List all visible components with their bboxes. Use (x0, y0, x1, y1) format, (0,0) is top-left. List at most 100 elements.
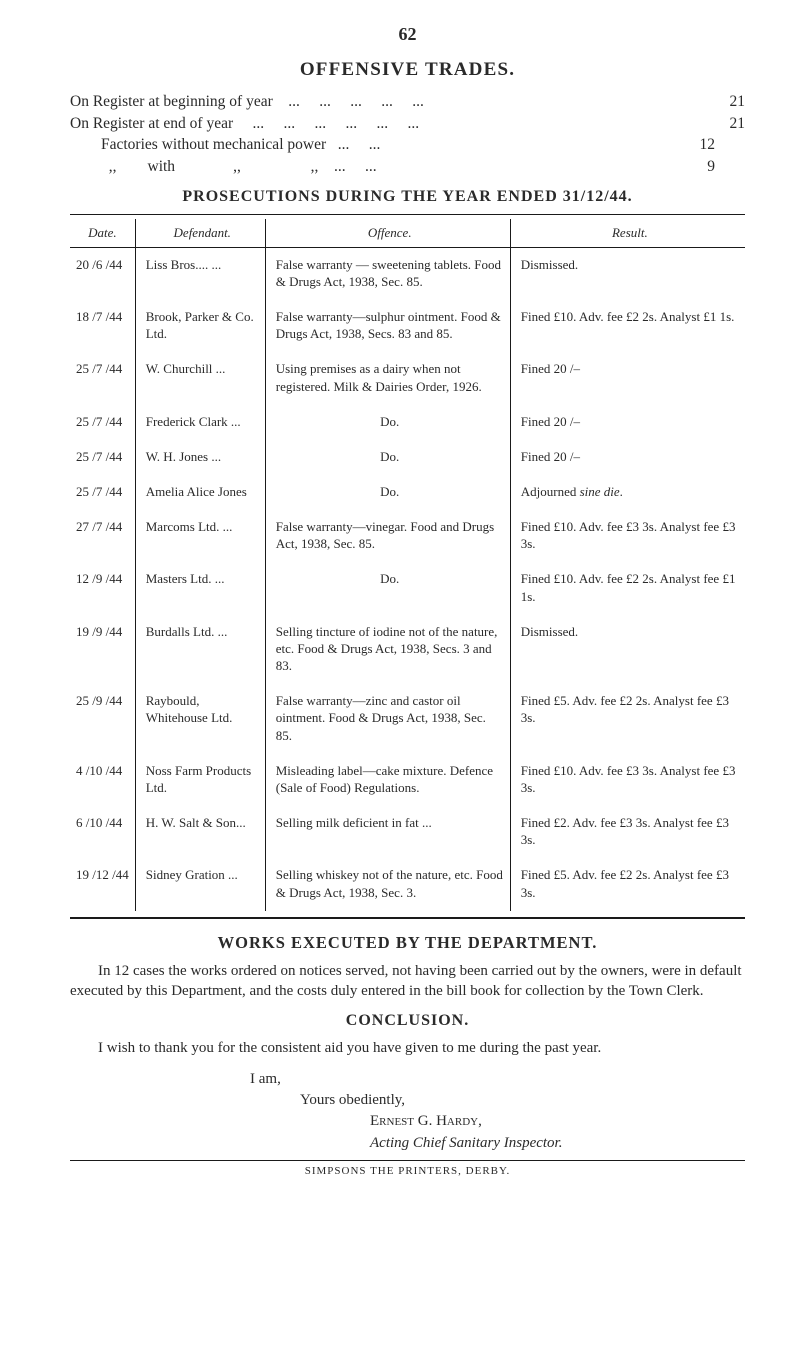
table-row: 27 /7 /44Marcoms Ltd. ...False warranty—… (70, 510, 745, 562)
table-row: 20 /6 /44Liss Bros.... ...False warranty… (70, 247, 745, 300)
register-row: Factories without mechanical power ... .… (70, 134, 745, 156)
header-defendant: Defendant. (135, 219, 265, 248)
cell-result: Fined £5. Adv. fee £2 2s. Analyst fee £3… (510, 684, 745, 753)
table-row: 18 /7 /44Brook, Parker & Co. Ltd.False w… (70, 300, 745, 352)
cell-result: Fined £10. Adv. fee £2 2s. Analyst fee £… (510, 562, 745, 614)
cell-defendant: Raybould, Whitehouse Ltd. (135, 684, 265, 753)
register-dots: ... ... (326, 134, 635, 156)
cell-defendant: Burdalls Ltd. ... (135, 615, 265, 684)
table-row: 25 /7 /44W. Churchill ...Using premises … (70, 352, 745, 404)
works-paragraph: In 12 cases the works ordered on notices… (70, 961, 745, 1002)
register-row: On Register at beginning of year ... ...… (70, 91, 745, 113)
table-row: 19 /9 /44Burdalls Ltd. ...Selling tinctu… (70, 615, 745, 684)
cell-date: 6 /10 /44 (70, 806, 135, 858)
register-dots: ... ... (318, 156, 635, 178)
page-number: 62 (70, 24, 745, 45)
conclusion-heading: CONCLUSION. (70, 1012, 745, 1030)
header-date: Date. (70, 219, 135, 248)
cell-offence: Selling milk deficient in fat ... (265, 806, 510, 858)
signature-block: I am, Yours obediently, Ernest G. Hardy,… (70, 1069, 745, 1154)
cell-date: 18 /7 /44 (70, 300, 135, 352)
register-value-spacer (715, 134, 745, 156)
register-dots: ... ... ... ... ... (273, 91, 665, 113)
cell-date: 19 /9 /44 (70, 615, 135, 684)
table-row: 25 /7 /44Amelia Alice JonesDo.Adjourned … (70, 475, 745, 510)
cell-date: 25 /7 /44 (70, 475, 135, 510)
cell-offence: Do. (265, 405, 510, 440)
register-value: 21 (665, 91, 745, 113)
register-label: ,, with ,, ,, (70, 156, 318, 178)
register-label: On Register at end of year (70, 113, 233, 135)
works-heading: WORKS EXECUTED BY THE DEPARTMENT. (70, 933, 745, 953)
cell-offence: False warranty—zinc and castor oil ointm… (265, 684, 510, 753)
cell-offence: Selling whiskey not of the nature, etc. … (265, 858, 510, 910)
cell-result: Dismissed. (510, 615, 745, 684)
cell-defendant: Masters Ltd. ... (135, 562, 265, 614)
cell-date: 20 /6 /44 (70, 247, 135, 300)
cell-offence: Selling tincture of iodine not of the na… (265, 615, 510, 684)
register-label: Factories without mechanical power (70, 134, 326, 156)
main-heading: OFFENSIVE TRADES. (70, 59, 745, 81)
sig-title: Acting Chief Sanitary Inspector. (370, 1133, 745, 1154)
cell-offence: Do. (265, 562, 510, 614)
cell-defendant: Marcoms Ltd. ... (135, 510, 265, 562)
register-row: On Register at end of year ... ... ... .… (70, 113, 745, 135)
cell-result: Fined 20 /– (510, 352, 745, 404)
cell-result: Fined 20 /– (510, 440, 745, 475)
cell-date: 19 /12 /44 (70, 858, 135, 910)
table-row: 25 /7 /44Frederick Clark ...Do.Fined 20 … (70, 405, 745, 440)
table-header-row: Date. Defendant. Offence. Result. (70, 219, 745, 248)
cell-defendant: Liss Bros.... ... (135, 247, 265, 300)
cell-defendant: W. H. Jones ... (135, 440, 265, 475)
conclusion-paragraph: I wish to thank you for the consistent a… (70, 1038, 745, 1059)
cell-offence: Do. (265, 475, 510, 510)
prosecutions-table: Date. Defendant. Offence. Result. 20 /6 … (70, 219, 745, 911)
cell-defendant: Amelia Alice Jones (135, 475, 265, 510)
cell-offence: Misleading label—cake mixture. Defence (… (265, 754, 510, 806)
cell-offence: False warranty—vinegar. Food and Drugs A… (265, 510, 510, 562)
divider (70, 214, 745, 215)
table-row: 12 /9 /44Masters Ltd. ...Do.Fined £10. A… (70, 562, 745, 614)
cell-result: Fined £5. Adv. fee £2 2s. Analyst fee £3… (510, 858, 745, 910)
cell-result: Fined £2. Adv. fee £3 3s. Analyst fee £3… (510, 806, 745, 858)
cell-offence: Do. (265, 440, 510, 475)
cell-defendant: Sidney Gration ... (135, 858, 265, 910)
table-row: 19 /12 /44Sidney Gration ...Selling whis… (70, 858, 745, 910)
cell-date: 12 /9 /44 (70, 562, 135, 614)
cell-defendant: Frederick Clark ... (135, 405, 265, 440)
header-offence: Offence. (265, 219, 510, 248)
cell-result: Dismissed. (510, 247, 745, 300)
cell-result: Fined 20 /– (510, 405, 745, 440)
register-value: 12 (635, 134, 715, 156)
cell-date: 25 /7 /44 (70, 352, 135, 404)
register-block: On Register at beginning of year ... ...… (70, 91, 745, 178)
header-result: Result. (510, 219, 745, 248)
cell-result: Adjourned sine die. (510, 475, 745, 510)
cell-date: 25 /7 /44 (70, 405, 135, 440)
table-row: 25 /7 /44W. H. Jones ...Do.Fined 20 /– (70, 440, 745, 475)
cell-date: 25 /7 /44 (70, 440, 135, 475)
cell-offence: False warranty—sulphur ointment. Food & … (265, 300, 510, 352)
cell-result: Fined £10. Adv. fee £3 3s. Analyst fee £… (510, 754, 745, 806)
sig-iam: I am, (250, 1069, 745, 1090)
prosecutions-heading: PROSECUTIONS DURING THE YEAR ENDED 31/12… (70, 188, 745, 206)
cell-offence: False warranty — sweetening tablets. Foo… (265, 247, 510, 300)
cell-result: Fined £10. Adv. fee £2 2s. Analyst £1 1s… (510, 300, 745, 352)
register-value: 21 (665, 113, 745, 135)
register-dots: ... ... ... ... ... ... (233, 113, 665, 135)
table-row: 6 /10 /44H. W. Salt & Son...Selling milk… (70, 806, 745, 858)
cell-date: 25 /9 /44 (70, 684, 135, 753)
cell-defendant: Brook, Parker & Co. Ltd. (135, 300, 265, 352)
cell-defendant: H. W. Salt & Son... (135, 806, 265, 858)
cell-defendant: W. Churchill ... (135, 352, 265, 404)
table-row: 25 /9 /44Raybould, Whitehouse Ltd.False … (70, 684, 745, 753)
register-value: 9 (635, 156, 715, 178)
register-label: On Register at beginning of year (70, 91, 273, 113)
cell-date: 4 /10 /44 (70, 754, 135, 806)
table-row: 4 /10 /44Noss Farm Products Ltd.Misleadi… (70, 754, 745, 806)
cell-result: Fined £10. Adv. fee £3 3s. Analyst fee £… (510, 510, 745, 562)
cell-date: 27 /7 /44 (70, 510, 135, 562)
cell-defendant: Noss Farm Products Ltd. (135, 754, 265, 806)
register-row: ,, with ,, ,, ... ... 9 (70, 156, 745, 178)
sig-yours: Yours obediently, (300, 1090, 745, 1111)
